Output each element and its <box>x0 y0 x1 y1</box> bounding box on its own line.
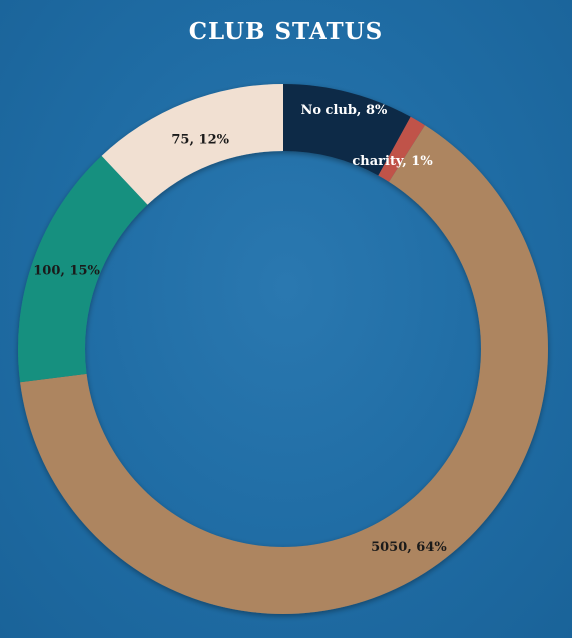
donut-slices <box>17 83 548 614</box>
data-label-75: 75, 12% <box>171 132 229 147</box>
data-label-5050: 5050, 64% <box>371 540 447 555</box>
slice-charity <box>378 116 425 182</box>
data-label-100: 100, 15% <box>33 264 100 279</box>
chart-title: CLUB STATUS <box>188 18 384 45</box>
data-label-charity: charity, 1% <box>352 154 433 169</box>
slice-no-club <box>283 84 411 176</box>
data-label-no-club: No club, 8% <box>300 103 388 118</box>
slice-75 <box>101 83 283 205</box>
slice-100 <box>17 155 148 383</box>
